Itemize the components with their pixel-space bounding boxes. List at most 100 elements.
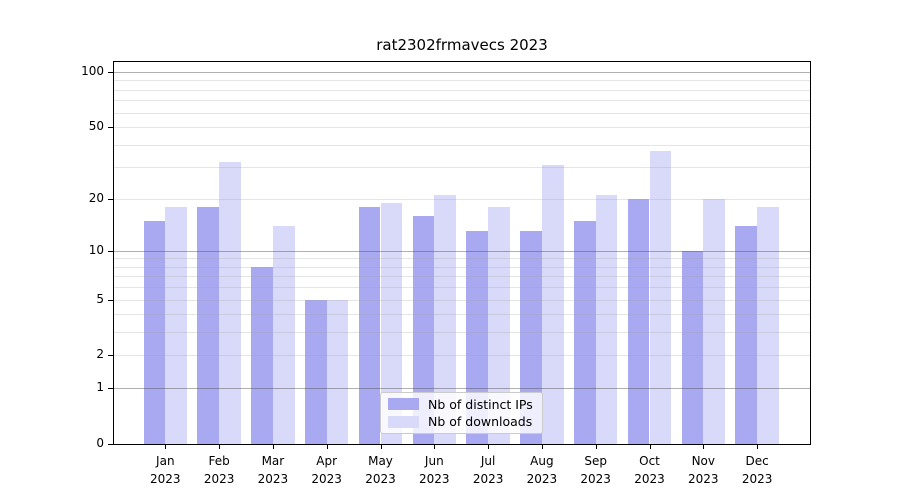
bar-distinct-ips [197,206,220,444]
x-tick-label: Feb 2023 [192,452,246,488]
bar-downloads [488,206,510,444]
x-tick-month: Mar [261,454,285,468]
bar-downloads [649,150,672,444]
bar-distinct-ips [735,225,758,444]
bar-distinct-ips [304,299,327,444]
bar-distinct-ips [143,220,166,444]
x-tick-label: Mar 2023 [246,452,300,488]
bar-downloads [595,194,618,444]
gridline-minor [114,100,810,102]
x-tick-label: Jun 2023 [407,452,461,488]
y-axis-tick [108,72,113,73]
x-tick-month: Jan [156,454,175,468]
bar-downloads [219,162,241,444]
y-tick-label: 2 [96,347,104,361]
bar-downloads [380,202,403,444]
x-tick-year: 2023 [472,472,504,486]
legend-swatch-distinct-ips [388,398,419,411]
bar-distinct-ips [251,266,273,444]
x-axis-tick [703,445,705,449]
x-tick-month: Feb [208,454,230,468]
y-tick-label: 5 [96,292,104,306]
gridline-minor [114,127,810,129]
bar-distinct-ips [466,231,489,444]
y-tick-label: 0 [96,436,104,450]
gridline-minor [114,266,810,268]
x-tick-month: Aug [530,454,554,468]
x-tick-year: 2023 [203,472,235,486]
x-tick-year: 2023 [526,472,558,486]
x-tick-year: 2023 [580,472,611,486]
y-tick-label: 1 [96,380,104,394]
y-axis-tick [108,388,113,389]
x-tick-year: 2023 [419,472,450,486]
x-tick-year: 2023 [741,472,773,486]
y-axis-tick [108,444,113,445]
gridline-decade [114,72,810,73]
y-tick-label: 10 [88,243,104,257]
x-tick-month: Jul [480,454,496,468]
y-axis-tick [108,127,113,128]
x-axis-tick [380,445,382,449]
y-axis-tick [108,199,113,200]
legend: Nb of distinct IPs Nb of downloads [380,392,543,434]
x-tick-year: 2023 [150,472,181,486]
x-tick-year: 2023 [688,472,719,486]
gridline-minor [114,89,810,91]
y-tick-label: 20 [88,191,104,205]
legend-item-distinct-ips: Nb of distinct IPs [381,397,542,412]
x-tick-month: Jun [424,454,444,468]
bar-distinct-ips [412,215,435,444]
x-tick-month: May [368,454,393,468]
legend-label-distinct-ips: Nb of distinct IPs [428,396,533,412]
x-axis-tick [541,445,543,449]
bar-downloads [757,206,779,444]
x-tick-label: May 2023 [354,452,408,488]
x-tick-year: 2023 [365,472,396,486]
x-axis-tick [595,445,597,449]
x-tick-year: 2023 [311,472,342,486]
gridline-minor [114,355,810,357]
gridline-minor [114,299,810,301]
bar-downloads [703,198,726,444]
bar-downloads [272,225,295,444]
bar-distinct-ips [358,206,381,444]
gridline-minor [114,198,810,200]
gridline-minor [114,258,810,260]
x-axis-tick [434,445,436,449]
legend-swatch-downloads [388,415,419,428]
x-tick-label: Oct 2023 [623,452,677,488]
gridline-minor [114,332,810,334]
x-tick-month: Dec [745,454,769,468]
legend-item-downloads: Nb of downloads [381,414,542,429]
gridline-minor [114,144,810,146]
x-tick-month: Apr [316,454,338,468]
x-tick-label: Jul 2023 [461,452,515,488]
x-tick-label: Dec 2023 [730,452,784,488]
gridline-decade [114,388,810,390]
x-tick-month: Nov [691,454,715,468]
bar-distinct-ips [573,220,596,444]
x-axis-tick [757,445,759,449]
x-axis-tick [219,445,221,449]
x-tick-year: 2023 [257,472,289,486]
bar-downloads [541,164,564,444]
bar-downloads [326,299,349,444]
y-axis-tick [108,355,113,356]
bar-distinct-ips [520,231,542,444]
x-axis-tick [488,445,490,449]
x-tick-label: Aug 2023 [515,452,569,488]
x-tick-label: Nov 2023 [676,452,730,488]
gridline-minor [114,112,810,114]
y-axis-tick [108,251,113,252]
plot-area: Nb of distinct IPs Nb of downloads [113,61,811,445]
x-tick-label: Jan 2023 [138,452,192,488]
y-tick-label: 50 [88,119,104,133]
bar-downloads [434,194,457,444]
x-tick-month: Oct [639,454,660,468]
x-axis-tick [326,445,328,449]
x-tick-year: 2023 [634,472,665,486]
x-tick-label: Apr 2023 [300,452,354,488]
x-tick-label: Sep 2023 [569,452,623,488]
